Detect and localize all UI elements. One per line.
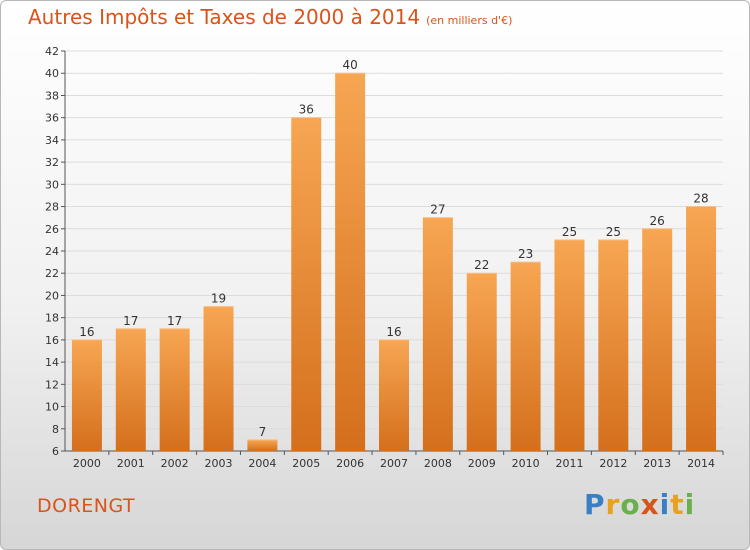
logo-letter: i [684, 488, 696, 521]
data-label: 19 [211, 292, 226, 306]
bar [422, 217, 453, 451]
data-label: 17 [167, 314, 182, 328]
x-tick-label: 2007 [380, 457, 408, 470]
data-label: 26 [650, 214, 665, 228]
bar [554, 239, 585, 451]
y-tick-label: 24 [45, 245, 59, 258]
logo-letter: P [584, 488, 606, 521]
logo-letter: i [659, 488, 671, 521]
data-label: 16 [386, 325, 401, 339]
x-tick-labels: 2000 2001 2002 2003 2004 2005 2006 2007 2008 2009… [73, 457, 715, 470]
y-tick-label: 16 [45, 334, 59, 347]
data-label: 7 [259, 425, 267, 439]
logo-letter: t [670, 488, 685, 521]
x-tick-label: 2010 [512, 457, 540, 470]
y-tick-label: 40 [45, 67, 59, 80]
y-tick-label: 12 [45, 378, 59, 391]
proxiti-logo[interactable]: Proxiti [584, 488, 695, 521]
bar [291, 117, 322, 452]
x-tick-label: 2011 [555, 457, 583, 470]
x-tick-label: 2004 [248, 457, 276, 470]
bar [510, 262, 541, 451]
y-tick-label: 28 [45, 201, 59, 214]
bar [71, 339, 102, 451]
y-tick-label: 20 [45, 289, 59, 302]
bars [71, 72, 717, 452]
y-tick-label: 8 [52, 423, 59, 436]
bar [247, 439, 278, 451]
data-label: 23 [518, 247, 533, 261]
y-tick-label: 26 [45, 223, 59, 236]
data-label: 22 [474, 258, 489, 272]
bar [203, 306, 234, 451]
y-tick-label: 36 [45, 112, 59, 125]
data-label: 40 [342, 58, 357, 72]
bar [379, 339, 409, 451]
y-tick-label: 14 [45, 356, 59, 369]
x-tick-label: 2013 [643, 457, 671, 470]
data-label: 16 [79, 325, 94, 339]
y-tick-label: 18 [45, 312, 59, 325]
y-tick-label: 32 [45, 156, 59, 169]
bar [598, 239, 629, 451]
data-labels: 16 17 17 19 7 36 40 16 27 22 23 25 25 26 28 [79, 58, 708, 439]
x-tick-label: 2005 [292, 457, 320, 470]
logo-letter: x [640, 488, 660, 521]
x-tick-label: 2006 [336, 457, 364, 470]
bar [686, 206, 717, 451]
y-tick-label: 34 [45, 134, 59, 147]
y-tick-label: 22 [45, 267, 59, 280]
x-tick-label: 2001 [117, 457, 145, 470]
logo-letter: o [620, 488, 641, 521]
x-tick-label: 2003 [205, 457, 233, 470]
x-tick-label: 2002 [161, 457, 189, 470]
title-text: Autres Impôts et Taxes de 2000 à 2014 [28, 5, 421, 29]
bar [159, 328, 190, 451]
x-tick-label: 2000 [73, 457, 101, 470]
x-tick-label: 2012 [599, 457, 627, 470]
x-tick-label: 2009 [468, 457, 496, 470]
y-tick-label: 38 [45, 89, 59, 102]
data-label: 25 [562, 225, 577, 239]
logo-letter: r [605, 488, 621, 521]
bar [115, 328, 146, 451]
y-tick-label: 30 [45, 178, 59, 191]
data-label: 36 [299, 103, 314, 117]
y-tick-label: 10 [45, 401, 59, 414]
data-label: 17 [123, 314, 138, 328]
x-tick-label: 2008 [424, 457, 452, 470]
bar [466, 273, 497, 451]
data-label: 27 [430, 203, 445, 217]
y-tick-labels: 6 8 10 12 14 16 18 20 22 24 26 28 30 32 34 36 38 40 42 [45, 45, 59, 458]
y-tick-label: 42 [45, 45, 59, 58]
bar [642, 228, 673, 451]
commune-name: DORENGT [37, 495, 136, 517]
unit-label: (en milliers d'€) [426, 14, 513, 27]
bar [335, 73, 366, 451]
data-label: 25 [606, 225, 621, 239]
y-tick-label: 6 [52, 445, 59, 458]
data-label: 28 [693, 192, 708, 206]
x-tick-label: 2014 [687, 457, 715, 470]
chart-title: Autres Impôts et Taxes de 2000 à 2014 (en… [28, 5, 512, 29]
